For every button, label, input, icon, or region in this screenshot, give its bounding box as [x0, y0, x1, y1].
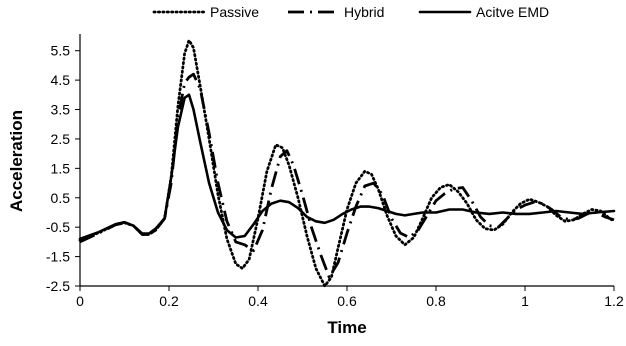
x-tick-label: 0.4 [248, 293, 268, 309]
x-tick-label: 0 [76, 293, 84, 309]
series-line-acitve-emd [78, 93, 616, 241]
series-line-passive [78, 39, 616, 288]
y-tick-label: 0.5 [51, 190, 71, 206]
x-tick-label: 0.6 [337, 293, 357, 309]
x-tick-label: 0.8 [426, 293, 446, 309]
y-axis-title: Acceleration [7, 110, 26, 212]
y-tick-label: 4.5 [51, 72, 71, 88]
axes [79, 34, 614, 287]
x-tick-label: 1.2 [604, 293, 624, 309]
x-tick-label: 0.2 [159, 293, 179, 309]
x-tick-label: 1 [521, 293, 529, 309]
y-tick-label: 3.5 [51, 102, 71, 118]
y-tick-label: -0.5 [46, 219, 70, 235]
legend: Passive Hybrid Acitve EMD [152, 4, 549, 20]
x-tick-group: 0 0.2 0.4 0.6 0.8 1 1.2 [76, 286, 624, 309]
legend-label: Passive [210, 4, 259, 20]
y-tick-label: 1.5 [51, 160, 71, 176]
legend-label: Hybrid [344, 4, 384, 20]
plot-area [78, 39, 616, 288]
series-line-hybrid [79, 72, 615, 279]
y-tick-group: -2.5 -1.5 -0.5 0.5 1.5 2.5 3.5 4.5 5.5 [46, 43, 80, 294]
y-tick-label: -2.5 [46, 278, 70, 294]
y-tick-label: 2.5 [51, 131, 71, 147]
y-tick-label: 5.5 [51, 43, 71, 59]
x-axis-title: Time [327, 318, 366, 337]
legend-label: Acitve EMD [476, 4, 549, 20]
y-tick-label: -1.5 [46, 249, 70, 265]
